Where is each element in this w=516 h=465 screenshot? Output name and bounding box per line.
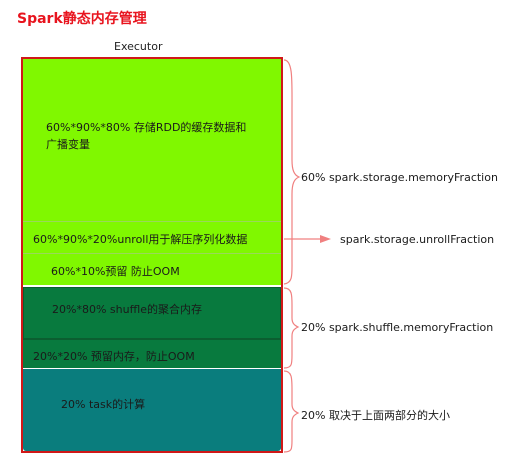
shuffle-agg-block: 20%*80% shuffle的聚合内存 (23, 287, 281, 339)
task-block: 20% task的计算 (23, 369, 281, 451)
executor-memory-frame (21, 57, 283, 453)
unroll-label: 60%*90%*20%unroll用于解压序列化数据 (33, 233, 248, 246)
shuffle-reserve-label: 20%*20% 预留内存，防止OOM (33, 350, 195, 363)
shuffle-fraction-annotation: 20% spark.shuffle.memoryFraction (301, 321, 494, 334)
shuffle-agg-label: 20%*80% shuffle的聚合内存 (52, 303, 202, 316)
shuffle-reserve-block: 20%*20% 预留内存，防止OOM (23, 339, 281, 368)
shuffle-bracket (283, 287, 300, 369)
storage-reserve-block: 60%*10%预留 防止OOM (23, 254, 281, 285)
storage-cache-block: 60%*90%*80% 存储RDD的缓存数据和广播变量 (23, 59, 281, 221)
unroll-block: 60%*90%*20%unroll用于解压序列化数据 (23, 221, 281, 254)
unroll-fraction-annotation: spark.storage.unrollFraction (340, 233, 495, 246)
unroll-arrowhead (320, 235, 331, 243)
storage-fraction-annotation: 60% spark.storage.memoryFraction (301, 171, 498, 184)
executor-label: Executor (114, 40, 163, 53)
task-fraction-annotation: 20% 取决于上面两部分的大小 (301, 409, 450, 422)
task-bracket (283, 370, 300, 453)
task-label: 20% task的计算 (61, 398, 146, 411)
storage-bracket (283, 59, 301, 285)
storage-cache-label: 60%*90%*80% 存储RDD的缓存数据和广播变量 (46, 121, 247, 151)
storage-reserve-label: 60%*10%预留 防止OOM (51, 265, 180, 278)
page-title: Spark静态内存管理 (17, 11, 147, 27)
